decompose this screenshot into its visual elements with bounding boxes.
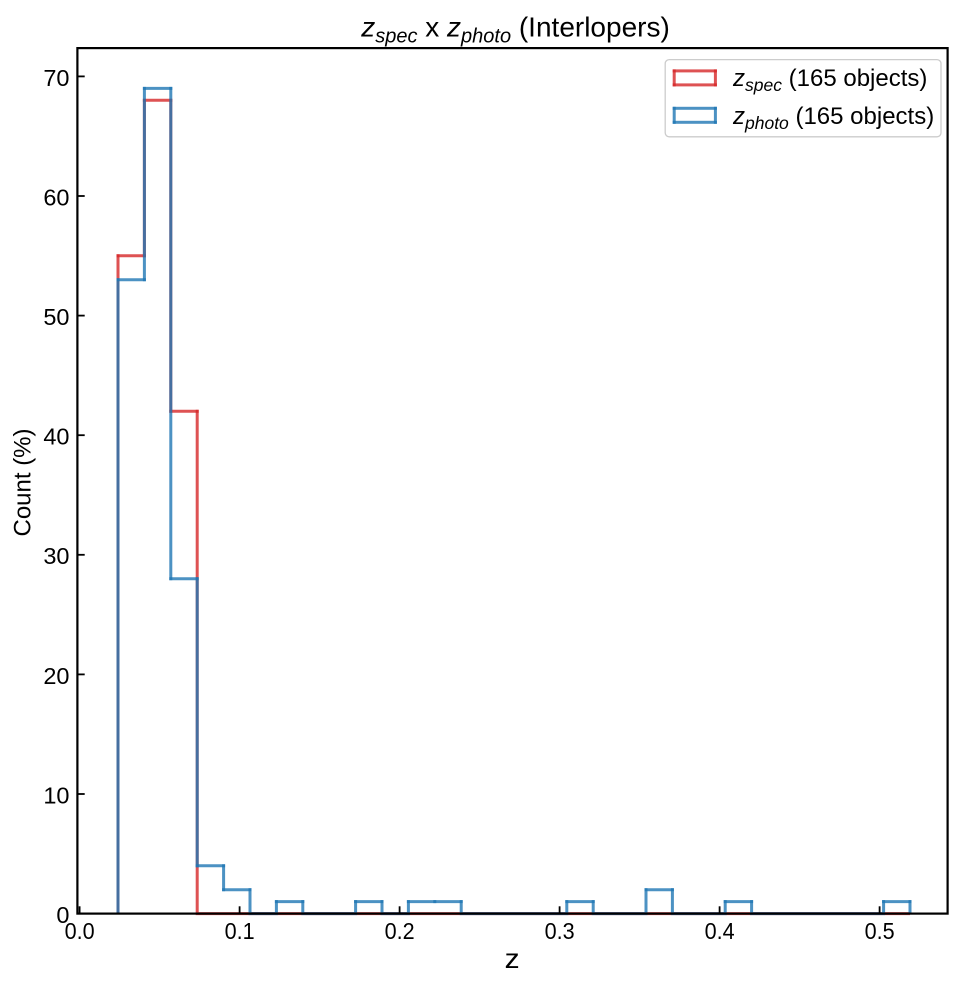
- svg-text:zphoto (165 objects): zphoto (165 objects): [732, 103, 934, 133]
- svg-text:0.1: 0.1: [225, 918, 255, 944]
- svg-text:20: 20: [43, 663, 69, 689]
- svg-text:0.0: 0.0: [65, 918, 95, 944]
- svg-text:Count (%): Count (%): [10, 428, 37, 536]
- svg-text:50: 50: [43, 304, 69, 330]
- svg-text:0.5: 0.5: [865, 918, 895, 944]
- svg-text:0.2: 0.2: [385, 918, 415, 944]
- svg-text:zspec x zphoto (Interlopers): zspec x zphoto (Interlopers): [360, 12, 670, 48]
- svg-text:30: 30: [43, 543, 69, 569]
- svg-text:zspec (165 objects): zspec (165 objects): [732, 65, 927, 95]
- svg-text:0: 0: [56, 902, 69, 928]
- svg-text:0.4: 0.4: [705, 918, 735, 944]
- svg-text:70: 70: [43, 65, 69, 91]
- svg-text:z: z: [505, 943, 520, 974]
- svg-text:40: 40: [43, 424, 69, 450]
- svg-text:0.3: 0.3: [545, 918, 575, 944]
- svg-text:60: 60: [43, 184, 69, 210]
- svg-text:10: 10: [43, 782, 69, 808]
